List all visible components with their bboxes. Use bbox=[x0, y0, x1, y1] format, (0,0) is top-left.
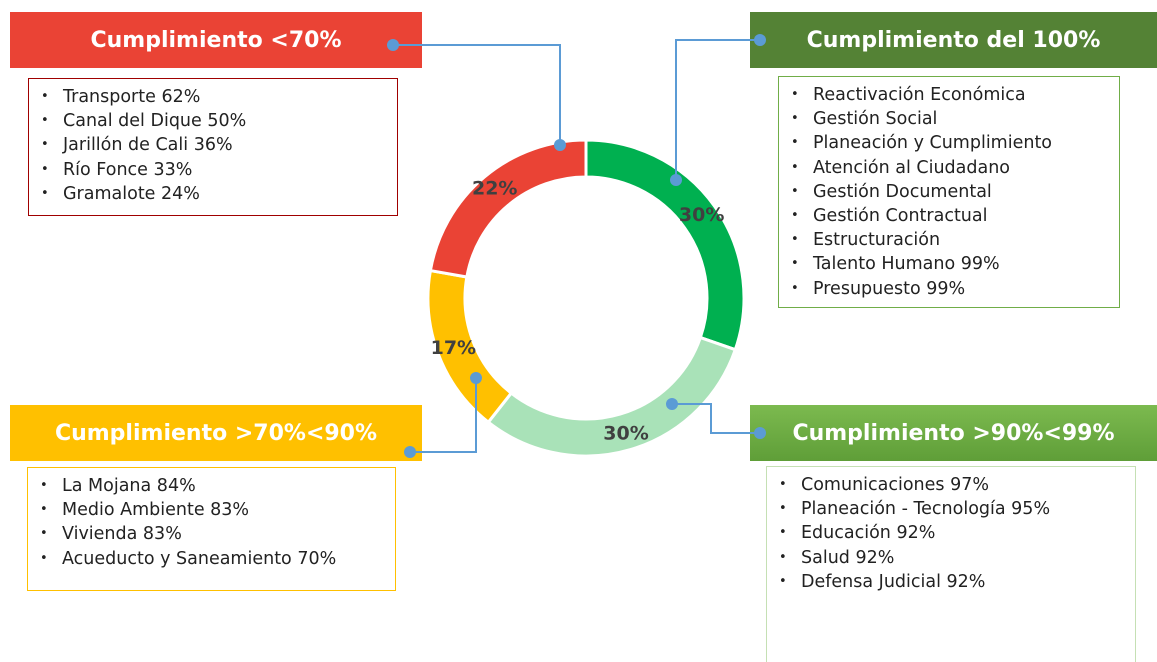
data-label: 30% bbox=[679, 204, 724, 226]
group-header: Cumplimiento del 100% bbox=[750, 12, 1157, 68]
list-item: Planeación y Cumplimiento bbox=[791, 131, 1119, 155]
list-item: Atención al Ciudadano bbox=[791, 156, 1119, 180]
group-header: Cumplimiento <70% bbox=[10, 12, 422, 68]
group-header: Cumplimiento >70%<90% bbox=[10, 405, 422, 461]
list-item: Jarillón de Cali 36% bbox=[41, 133, 397, 157]
data-label: 22% bbox=[472, 178, 517, 200]
group-box: Transporte 62%Canal del Dique 50%Jarilló… bbox=[28, 78, 398, 216]
list-item: La Mojana 84% bbox=[40, 474, 395, 498]
dot bbox=[404, 446, 416, 458]
list-item: Planeación - Tecnología 95% bbox=[779, 497, 1135, 521]
list-item: Estructuración bbox=[791, 228, 1119, 252]
dot bbox=[554, 139, 566, 151]
list-item: Comunicaciones 97% bbox=[779, 473, 1135, 497]
connector-dots bbox=[387, 34, 766, 458]
dot bbox=[387, 39, 399, 51]
list-item: Vivienda 83% bbox=[40, 522, 395, 546]
list-item: Canal del Dique 50% bbox=[41, 109, 397, 133]
connector bbox=[393, 44, 561, 145]
donut-segment bbox=[584, 138, 746, 352]
list-item: Educación 92% bbox=[779, 521, 1135, 545]
list-item: Acueducto y Saneamiento 70% bbox=[40, 547, 395, 571]
dot bbox=[754, 34, 766, 46]
list-item: Talento Humano 99% bbox=[791, 252, 1119, 276]
list-item: Presupuesto 99% bbox=[791, 277, 1119, 301]
list-item: Río Fonce 33% bbox=[41, 158, 397, 182]
data-label: 17% bbox=[431, 337, 476, 359]
data-label: 30% bbox=[603, 423, 648, 445]
list-item: Gestión Documental bbox=[791, 180, 1119, 204]
dot bbox=[670, 174, 682, 186]
list-item: Gestión Contractual bbox=[791, 204, 1119, 228]
dot bbox=[754, 427, 766, 439]
list-item: Defensa Judicial 92% bbox=[779, 570, 1135, 594]
group-box: Reactivación EconómicaGestión SocialPlan… bbox=[778, 76, 1120, 308]
list-item: Transporte 62% bbox=[41, 85, 397, 109]
dot bbox=[666, 398, 678, 410]
group-header: Cumplimiento >90%<99% bbox=[750, 405, 1157, 461]
donut-segment bbox=[428, 138, 588, 279]
connector bbox=[675, 39, 760, 180]
list-item: Reactivación Económica bbox=[791, 83, 1119, 107]
connector bbox=[672, 403, 760, 434]
list-item: Salud 92% bbox=[779, 546, 1135, 570]
list-item: Gramalote 24% bbox=[41, 182, 397, 206]
connector bbox=[410, 378, 477, 453]
list-item: Medio Ambiente 83% bbox=[40, 498, 395, 522]
dot bbox=[470, 372, 482, 384]
group-box: Comunicaciones 97%Planeación - Tecnologí… bbox=[766, 466, 1136, 662]
connectors bbox=[393, 39, 760, 453]
group-box: La Mojana 84%Medio Ambiente 83%Vivienda … bbox=[27, 467, 396, 591]
list-item: Gestión Social bbox=[791, 107, 1119, 131]
